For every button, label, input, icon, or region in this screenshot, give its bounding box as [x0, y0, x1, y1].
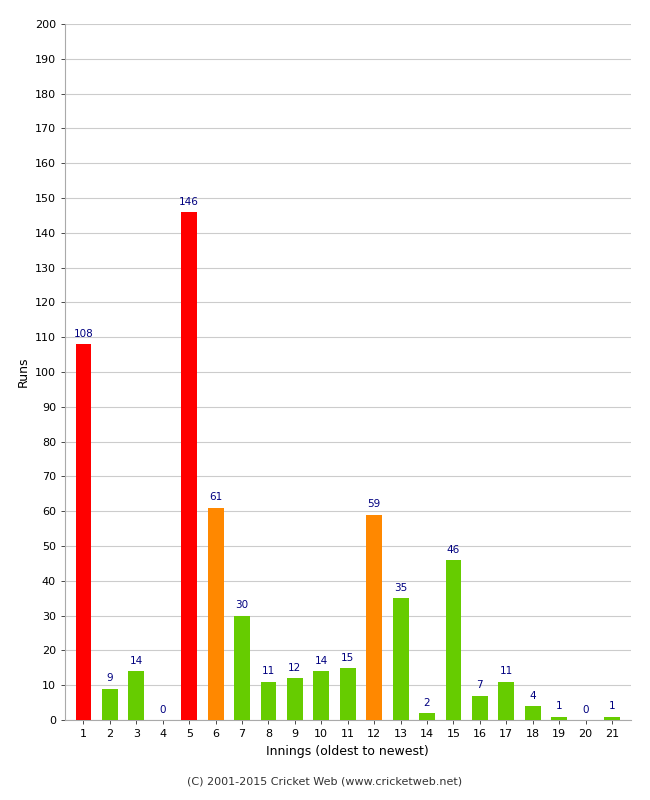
Text: 0: 0	[582, 705, 589, 714]
Bar	[208, 508, 224, 720]
Bar	[525, 706, 541, 720]
Text: 15: 15	[341, 653, 354, 662]
Text: 0: 0	[159, 705, 166, 714]
Text: 30: 30	[235, 600, 248, 610]
Bar	[419, 713, 435, 720]
Text: 108: 108	[73, 329, 94, 339]
Text: 61: 61	[209, 493, 222, 502]
Bar	[340, 668, 356, 720]
Bar	[445, 560, 462, 720]
Bar	[393, 598, 409, 720]
Y-axis label: Runs: Runs	[16, 357, 29, 387]
X-axis label: Innings (oldest to newest): Innings (oldest to newest)	[266, 745, 429, 758]
Bar	[472, 696, 488, 720]
Text: 1: 1	[556, 702, 562, 711]
Bar	[102, 689, 118, 720]
Bar	[366, 514, 382, 720]
Text: 4: 4	[529, 691, 536, 701]
Text: 59: 59	[367, 499, 381, 510]
Text: 35: 35	[394, 583, 408, 593]
Text: 11: 11	[262, 666, 275, 677]
Text: 46: 46	[447, 545, 460, 554]
Bar	[181, 212, 197, 720]
Bar	[287, 678, 303, 720]
Text: 2: 2	[424, 698, 430, 708]
Text: 14: 14	[130, 656, 143, 666]
Bar	[75, 344, 92, 720]
Text: 12: 12	[288, 663, 302, 673]
Bar	[499, 682, 514, 720]
Text: (C) 2001-2015 Cricket Web (www.cricketweb.net): (C) 2001-2015 Cricket Web (www.cricketwe…	[187, 776, 463, 786]
Text: 146: 146	[179, 197, 199, 206]
Bar	[261, 682, 276, 720]
Text: 7: 7	[476, 681, 483, 690]
Text: 9: 9	[107, 674, 113, 683]
Text: 1: 1	[608, 702, 616, 711]
Bar	[234, 616, 250, 720]
Bar	[313, 671, 330, 720]
Bar	[551, 717, 567, 720]
Text: 14: 14	[315, 656, 328, 666]
Bar	[129, 671, 144, 720]
Text: 11: 11	[500, 666, 513, 677]
Bar	[604, 717, 620, 720]
